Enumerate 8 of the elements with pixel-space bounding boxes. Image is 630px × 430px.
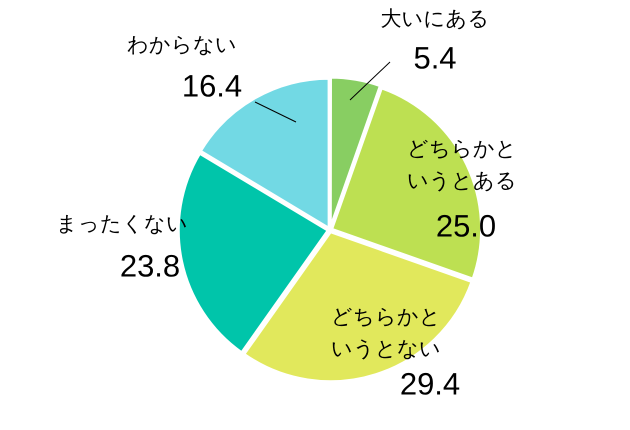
data-label: 16.4 [182, 68, 242, 104]
slice-label: どちらかというとある [407, 136, 517, 192]
slice-label: わからない [127, 32, 237, 56]
data-label: 5.4 [413, 40, 457, 76]
data-label: 23.8 [120, 248, 180, 284]
slice-label: 大いにある [380, 6, 490, 30]
data-label: 29.4 [400, 366, 460, 402]
slice-label: どちらかというとない [331, 304, 441, 360]
